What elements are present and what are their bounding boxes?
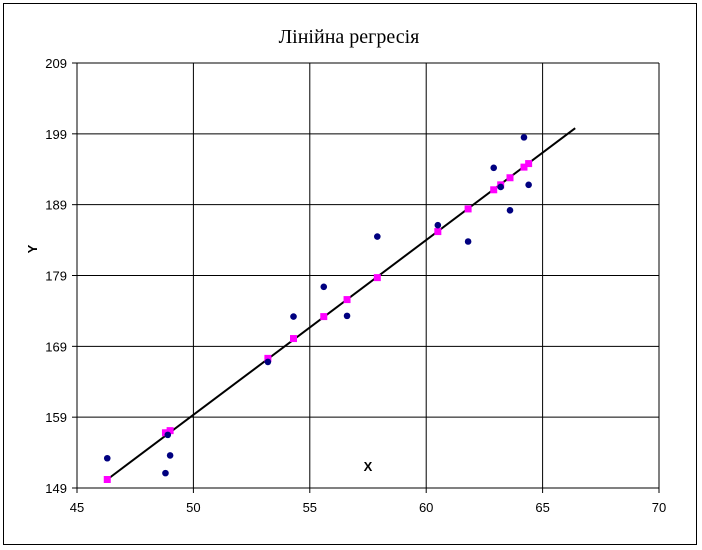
predicted-point [264, 354, 272, 362]
predicted-point [343, 296, 351, 304]
chart-svg: Лінійна регресія 45 50 55 60 65 70 149 159 169 17… [25, 26, 666, 515]
observed-point [497, 183, 504, 191]
observed-point [290, 313, 297, 320]
observed-point [164, 431, 172, 439]
predicted-point [434, 228, 442, 236]
predicted-point [290, 335, 298, 343]
observed-point [374, 233, 381, 240]
y-tick-label: 189 [45, 198, 67, 213]
x-tick-label: 60 [419, 500, 433, 515]
x-tick-label: 65 [535, 500, 549, 515]
tick-labels: 45 50 55 60 65 70 149 159 169 179 189 199 209 [45, 56, 666, 515]
predicted-point [166, 427, 174, 435]
observed-point [520, 134, 528, 141]
predicted-point [506, 174, 514, 182]
y-tick-label: 209 [45, 56, 67, 71]
observed-point [525, 181, 532, 189]
y-tick-label: 169 [45, 339, 67, 354]
y-axis-label: Y [25, 244, 40, 253]
predicted-point [490, 186, 498, 194]
predicted-point [525, 160, 533, 168]
observed-point [464, 238, 472, 245]
observed-point [343, 312, 351, 320]
observed-point [166, 452, 174, 459]
observed-point [490, 164, 498, 172]
x-tick-label: 45 [70, 500, 84, 515]
observed-point [264, 358, 272, 366]
y-tick-label: 199 [45, 127, 67, 142]
y-tick-label: 149 [45, 481, 67, 496]
observed-point [162, 469, 169, 477]
predicted-point [320, 313, 328, 321]
observed-point [506, 207, 514, 214]
chart-area: Лінійна регресія 45 50 55 60 65 70 149 159 169 17… [3, 3, 697, 545]
observed-point [434, 221, 442, 229]
observed-point [103, 454, 111, 462]
predicted-point [373, 274, 381, 282]
y-tick-label: 159 [45, 410, 67, 425]
data-points [103, 134, 533, 483]
observed-point [320, 283, 328, 291]
x-tick-label: 55 [303, 500, 317, 515]
x-tick-label: 70 [652, 500, 666, 515]
y-tick-label: 179 [45, 269, 67, 284]
chart-title: Лінійна регресія [279, 26, 420, 48]
x-axis-label: X [364, 459, 373, 474]
gridlines [72, 62, 660, 493]
x-tick-label: 50 [186, 500, 200, 515]
predicted-point [464, 205, 472, 213]
predicted-point [103, 476, 111, 483]
predicted-point [520, 163, 528, 171]
